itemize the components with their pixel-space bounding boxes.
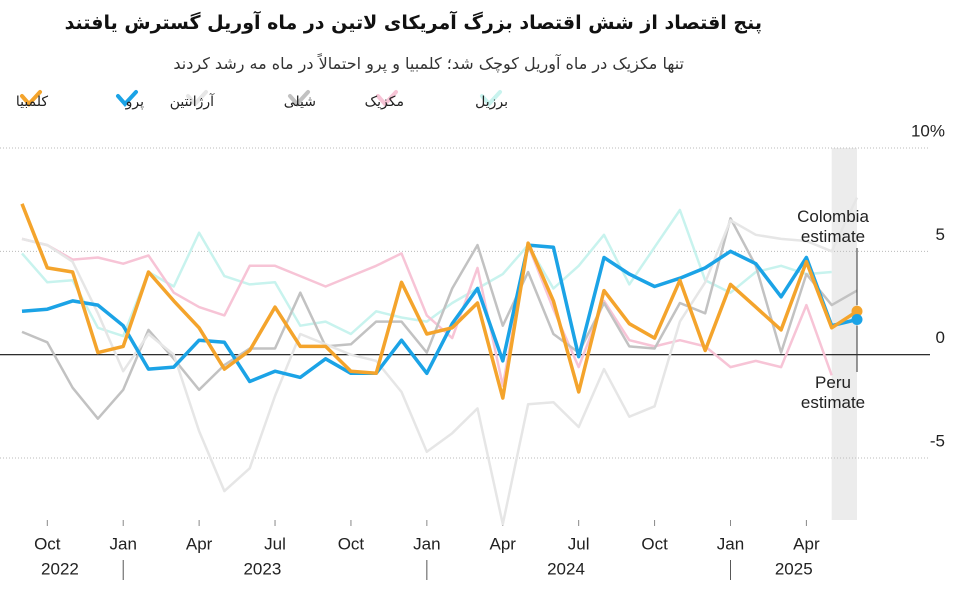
- year-label: 2024: [547, 559, 585, 578]
- x-tick-label: Apr: [490, 534, 517, 553]
- y-tick-label: 5: [936, 225, 945, 244]
- series-line: [21, 197, 859, 526]
- legend-swatch: [376, 90, 398, 107]
- x-tick-label: Jan: [717, 534, 744, 553]
- legend-label: شیلی: [284, 94, 316, 110]
- estimate-dot: [851, 305, 863, 317]
- legend-label: کلمبیا: [16, 94, 48, 110]
- series-line: [21, 208, 832, 338]
- annotation-line: Peru: [815, 373, 851, 392]
- chart-title: پنج اقتصاد از شش اقتصاد بزرگ آمریکای لات…: [64, 12, 762, 34]
- x-tick-label: Jul: [568, 534, 590, 553]
- x-tick-label: Apr: [793, 534, 820, 553]
- chart-subtitle: تنها مکزیک در ماه آوریل کوچک شد؛ کلمبیا …: [173, 54, 684, 73]
- y-tick-label: 10%: [911, 121, 945, 140]
- legend-label: پرو: [125, 94, 144, 110]
- estimate-dot: [851, 314, 863, 326]
- y-tick-label: -5: [930, 431, 945, 450]
- legend-label: برزیل: [475, 94, 508, 110]
- x-tick-label: Oct: [641, 534, 668, 553]
- x-tick-label: Oct: [34, 534, 61, 553]
- legend-swatch: [116, 90, 138, 107]
- legend-swatch: [480, 90, 502, 107]
- legend-label: مکزیک: [365, 94, 404, 110]
- annotation: Peru estimate: [801, 373, 865, 412]
- legend-swatch: [288, 90, 310, 107]
- legend-swatch: [20, 90, 42, 107]
- legend-swatch: [186, 90, 208, 107]
- series-line: [20, 203, 858, 400]
- year-label: 2025: [775, 559, 813, 578]
- series-line: [21, 237, 833, 387]
- x-tick-label: Jan: [413, 534, 440, 553]
- annotation: Colombia estimate: [797, 207, 869, 246]
- annotation-line: Colombia: [797, 207, 869, 226]
- year-label: 2022: [41, 559, 79, 578]
- x-tick-label: Jul: [264, 534, 286, 553]
- series-line: [21, 243, 858, 384]
- series-line: [21, 217, 858, 420]
- x-tick-label: Apr: [186, 534, 213, 553]
- x-tick-label: Oct: [338, 534, 365, 553]
- annotation-line: estimate: [801, 227, 865, 246]
- legend-label: آرژانتین: [170, 93, 215, 110]
- year-label: 2023: [243, 559, 281, 578]
- y-tick-label: 0: [936, 328, 945, 347]
- annotation-line: estimate: [801, 393, 865, 412]
- x-tick-label: Jan: [110, 534, 137, 553]
